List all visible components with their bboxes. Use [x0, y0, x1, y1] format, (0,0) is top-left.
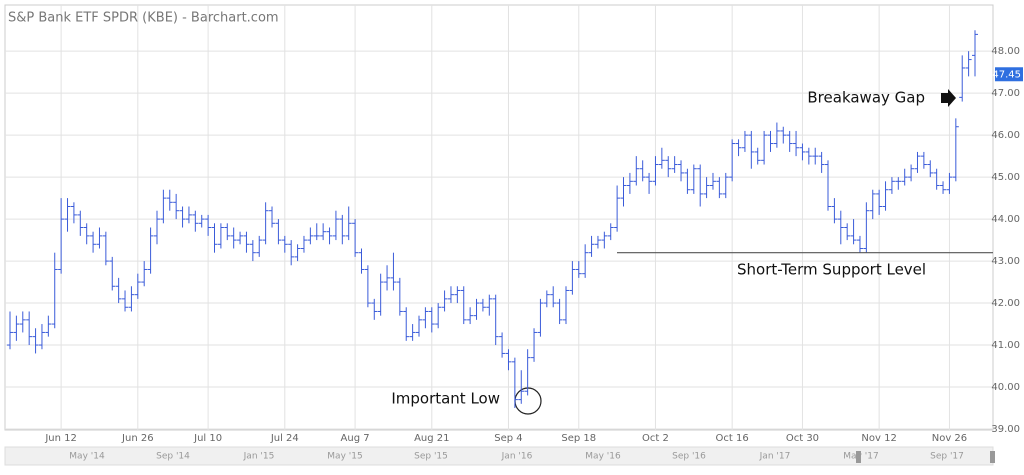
x-tick-label: Jul 10: [193, 433, 222, 444]
y-tick-label: 42.00: [991, 298, 1020, 309]
plot-frame: [4, 4, 994, 431]
last-price-label: 47.45: [992, 69, 1021, 80]
x-tick-label: Nov 12: [861, 433, 896, 444]
navigator-label: Sep '17: [930, 452, 964, 462]
x-tick-label: Jul 24: [270, 433, 299, 444]
navigator-label: Sep '15: [414, 452, 448, 462]
x-tick-label: Aug 7: [341, 433, 370, 444]
x-tick-label: Sep 4: [494, 433, 522, 444]
x-tick-label: Aug 21: [414, 433, 449, 444]
navigator-label: Jan '15: [243, 452, 275, 462]
navigator-label: Jan '17: [759, 452, 791, 462]
x-tick-label: Oct 30: [786, 433, 819, 444]
y-tick-label: 39.00: [991, 424, 1020, 435]
y-tick-label: 43.00: [991, 256, 1020, 267]
navigator-label: Sep '14: [156, 452, 190, 462]
annotation-arrow: [941, 89, 956, 107]
y-tick-label: 45.00: [991, 172, 1020, 183]
navigator-handle[interactable]: [990, 451, 995, 463]
chart-title: S&P Bank ETF SPDR (KBE) - Barchart.com: [8, 11, 279, 26]
annotation-important-low: Important Low: [391, 390, 500, 408]
navigator-label: May '16: [585, 452, 621, 462]
last-price-box: [995, 67, 1023, 82]
navigator-label: Jan '16: [501, 452, 533, 462]
navigator-handle[interactable]: [856, 451, 861, 463]
x-tick-label: Oct 16: [716, 433, 749, 444]
y-tick-label: 40.00: [991, 382, 1020, 393]
navigator-label: May '15: [327, 452, 362, 462]
y-tick-label: 47.00: [991, 88, 1020, 99]
y-tick-label: 41.00: [991, 340, 1020, 351]
x-tick-label: Jun 12: [44, 433, 77, 444]
y-tick-label: 46.00: [991, 130, 1020, 141]
y-tick-label: 44.00: [991, 214, 1020, 225]
x-tick-label: Oct 2: [642, 433, 669, 444]
x-tick-label: Nov 26: [932, 433, 967, 444]
x-tick-label: Sep 18: [561, 433, 596, 444]
navigator-label: May '17: [843, 452, 878, 462]
annotation-support: Short-Term Support Level: [737, 261, 926, 279]
annotation-breakaway-gap: Breakaway Gap: [807, 89, 925, 107]
y-tick-label: 48.00: [991, 46, 1020, 57]
navigator-label: Sep '16: [672, 452, 706, 462]
x-tick-label: Jun 26: [121, 433, 154, 444]
navigator-label: May '14: [69, 452, 105, 462]
